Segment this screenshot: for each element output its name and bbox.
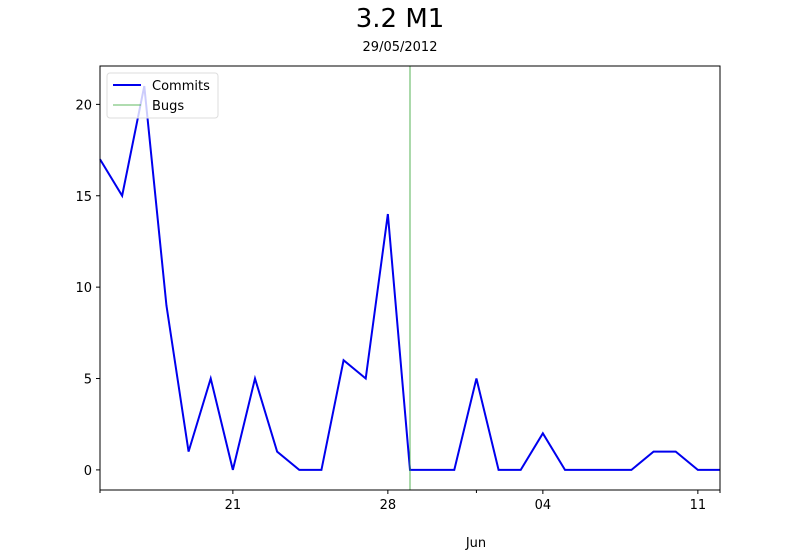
plot-frame: [99, 65, 721, 491]
chart-title: 3.2 M1: [355, 4, 445, 34]
legend-label-commits: Commits: [152, 79, 210, 94]
axes: 0 5 10 15 20 21 28 04 11: [75, 98, 721, 513]
y-tick-label: 20: [75, 98, 92, 113]
y-tick-label: 0: [84, 464, 92, 479]
x-tick-label: 04: [535, 498, 552, 513]
legend: Commits Bugs: [106, 72, 219, 119]
x-tick-label: 21: [225, 498, 242, 513]
x-tick-label: 11: [690, 498, 707, 513]
plot-area: [99, 66, 720, 490]
y-tick-label: 10: [75, 281, 92, 296]
y-tick-label: 5: [84, 373, 92, 388]
x-axis-label: Jun: [465, 536, 486, 550]
y-tick-label: 15: [75, 190, 92, 205]
chart-subtitle: 29/05/2012: [362, 40, 438, 55]
x-tick-label: 28: [380, 498, 397, 513]
legend-label-bugs: Bugs: [152, 99, 184, 114]
